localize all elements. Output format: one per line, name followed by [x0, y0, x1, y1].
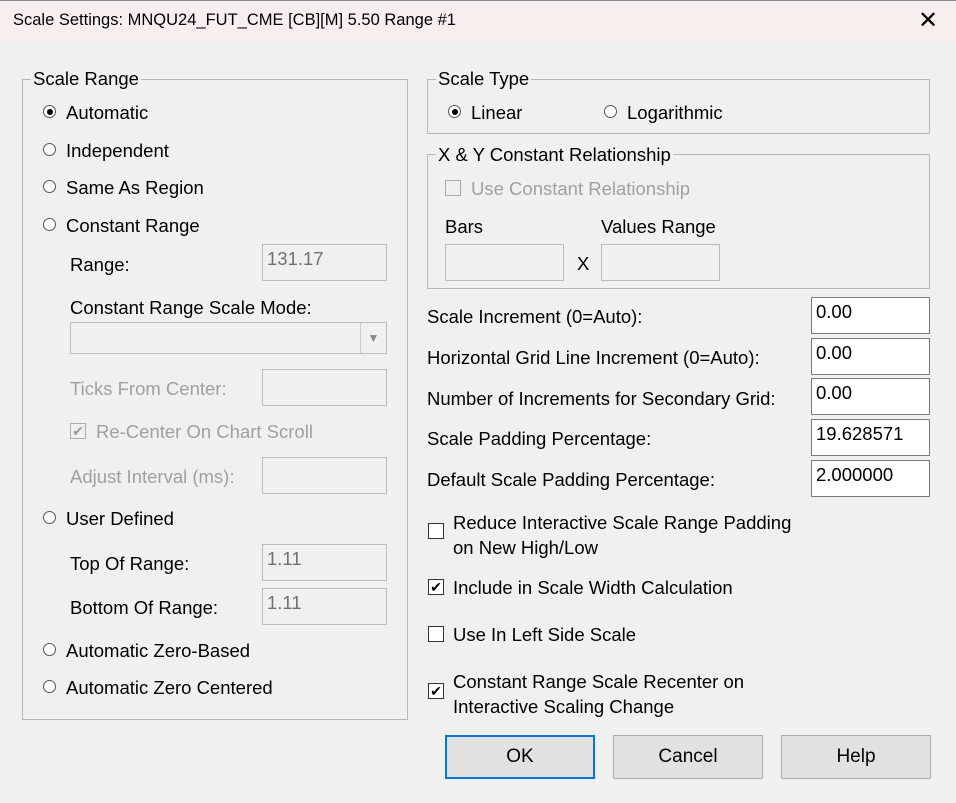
x-label: X — [577, 253, 590, 274]
values-range-label: Values Range — [601, 216, 716, 237]
radio-zero-centered[interactable] — [43, 680, 56, 693]
scale-range-legend: Scale Range — [31, 68, 141, 90]
reduce-padding-checkbox[interactable] — [428, 523, 444, 539]
chevron-down-icon[interactable]: ▼ — [360, 323, 386, 353]
radio-linear-label[interactable]: Linear — [471, 102, 523, 123]
radio-logarithmic-label[interactable]: Logarithmic — [627, 102, 723, 123]
reduce-padding-label-line1: Reduce Interactive Scale Range Padding — [453, 512, 792, 533]
radio-same-as-region-label[interactable]: Same As Region — [66, 177, 204, 198]
recenter-interactive-label-line1: Constant Range Scale Recenter on — [453, 671, 745, 692]
radio-constant-range[interactable] — [43, 218, 56, 231]
padding-input[interactable]: 19.628571 — [811, 419, 930, 456]
range-input[interactable]: 131.17 — [262, 244, 387, 281]
bottom-of-range-input[interactable]: 1.11 — [262, 588, 387, 625]
reduce-padding-label: Reduce Interactive Scale Range Padding on… — [453, 510, 791, 560]
secondary-grid-label: Number of Increments for Secondary Grid: — [427, 388, 776, 409]
scale-increment-input[interactable]: 0.00 — [811, 297, 930, 334]
close-icon[interactable]: ✕ — [917, 7, 939, 34]
recenter-label: Re-Center On Chart Scroll — [96, 421, 313, 442]
scale-type-group — [427, 79, 930, 134]
radio-automatic[interactable] — [43, 105, 56, 118]
radio-zero-centered-label[interactable]: Automatic Zero Centered — [66, 677, 273, 698]
scale-increment-label: Scale Increment (0=Auto): — [427, 306, 643, 327]
radio-user-defined-label[interactable]: User Defined — [66, 508, 174, 529]
secondary-grid-input[interactable]: 0.00 — [811, 378, 930, 415]
window-title: Scale Settings: MNQU24_FUT_CME [CB][M] 5… — [13, 11, 456, 29]
bars-input[interactable] — [445, 244, 564, 281]
ok-button[interactable]: OK — [445, 735, 595, 779]
scale-type-legend: Scale Type — [436, 68, 532, 90]
mode-select[interactable]: ▼ — [70, 322, 387, 354]
scale-range-group — [22, 79, 408, 720]
ticks-input[interactable] — [262, 369, 387, 406]
recenter-interactive-label-line2: Interactive Scaling Change — [453, 696, 675, 717]
recenter-interactive-checkbox[interactable]: ✔ — [428, 683, 444, 699]
radio-logarithmic[interactable] — [604, 105, 617, 118]
help-button[interactable]: Help — [781, 735, 931, 779]
radio-same-as-region[interactable] — [43, 180, 56, 193]
adjust-input[interactable] — [262, 457, 387, 494]
radio-user-defined[interactable] — [43, 511, 56, 524]
grid-increment-input[interactable]: 0.00 — [811, 338, 930, 375]
default-padding-input[interactable]: 2.000000 — [811, 460, 930, 497]
values-range-input[interactable] — [601, 244, 720, 281]
use-constant-checkbox[interactable] — [445, 180, 461, 196]
include-width-label: Include in Scale Width Calculation — [453, 577, 733, 598]
title-bar — [0, 0, 956, 42]
radio-constant-range-label[interactable]: Constant Range — [66, 215, 200, 236]
adjust-label: Adjust Interval (ms): — [70, 466, 235, 487]
top-of-range-label: Top Of Range: — [70, 553, 190, 574]
xy-group — [427, 154, 930, 289]
radio-zero-based-label[interactable]: Automatic Zero-Based — [66, 640, 251, 661]
radio-automatic-label[interactable]: Automatic — [66, 102, 149, 123]
padding-label: Scale Padding Percentage: — [427, 428, 652, 449]
recenter-checkbox[interactable]: ✔ — [70, 423, 86, 439]
radio-independent[interactable] — [43, 143, 56, 156]
reduce-padding-label-line2: on New High/Low — [453, 537, 598, 558]
xy-legend: X & Y Constant Relationship — [436, 144, 673, 166]
radio-zero-based[interactable] — [43, 643, 56, 656]
include-width-checkbox[interactable]: ✔ — [428, 579, 444, 595]
default-padding-label: Default Scale Padding Percentage: — [427, 469, 715, 490]
ticks-label: Ticks From Center: — [70, 378, 227, 399]
bottom-of-range-label: Bottom Of Range: — [70, 597, 219, 618]
cancel-button[interactable]: Cancel — [613, 735, 763, 779]
mode-label: Constant Range Scale Mode: — [70, 297, 312, 318]
top-of-range-input[interactable]: 1.11 — [262, 544, 387, 581]
radio-independent-label[interactable]: Independent — [66, 140, 169, 161]
grid-increment-label: Horizontal Grid Line Increment (0=Auto): — [427, 347, 760, 368]
left-side-scale-label: Use In Left Side Scale — [453, 624, 637, 645]
range-label: Range: — [70, 254, 130, 275]
radio-linear[interactable] — [448, 105, 461, 118]
recenter-interactive-label: Constant Range Scale Recenter on Interact… — [453, 669, 744, 719]
bars-label: Bars — [445, 216, 484, 237]
use-constant-label: Use Constant Relationship — [471, 178, 691, 199]
left-side-scale-checkbox[interactable] — [428, 626, 444, 642]
